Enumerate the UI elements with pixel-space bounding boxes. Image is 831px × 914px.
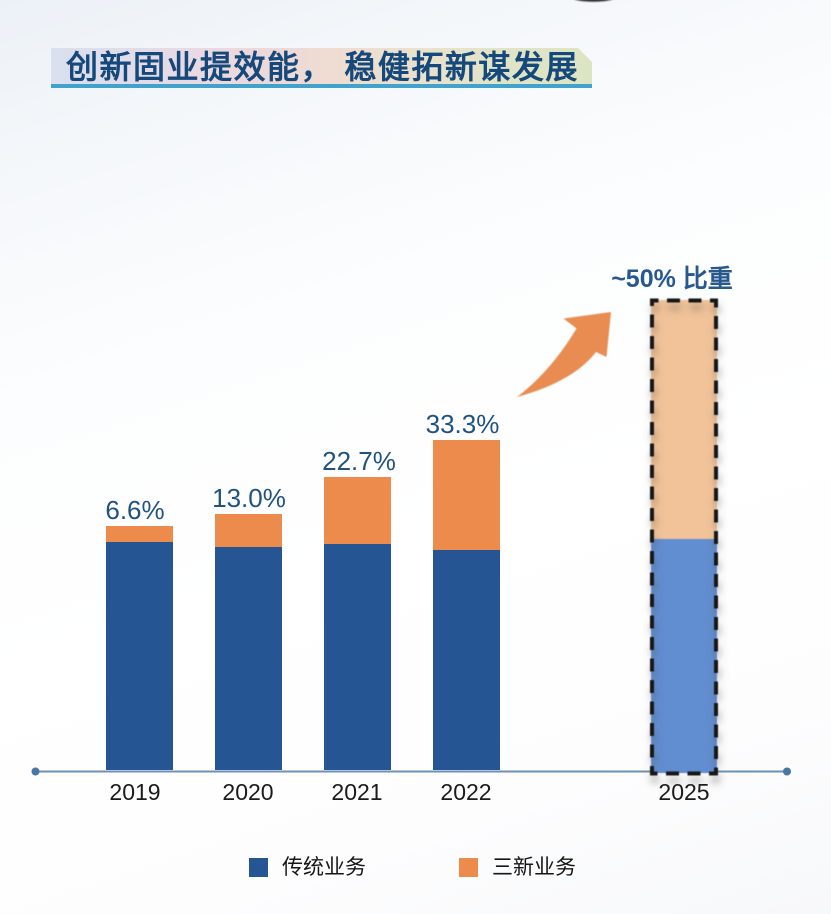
- year-label-2020: 2020: [222, 779, 274, 805]
- bar-2021-segment-traditional: [323, 543, 391, 770]
- bar-2022: [432, 440, 500, 770]
- value-label-2022: 33.3%: [425, 409, 500, 439]
- title-banner: [51, 48, 592, 84]
- legend-label-traditional: 传统业务: [282, 856, 366, 879]
- bar-2022-segment-traditional: [432, 549, 500, 770]
- bar-2020-segment-traditional: [214, 547, 282, 770]
- legend-label-new: 三新业务: [492, 856, 576, 879]
- legend-item-traditional: 传统业务: [249, 856, 366, 879]
- slide-title: 创新固业提效能， 稳健拓新谋发展: [66, 49, 579, 85]
- legend-swatch-traditional: [249, 858, 268, 877]
- bar-2019-segment-traditional: [105, 542, 173, 770]
- bar-2019: [105, 526, 173, 770]
- year-label-2019: 2019: [109, 779, 161, 805]
- bar-2025-segment-traditional: [650, 539, 718, 773]
- top-arc-decoration: [576, 0, 611, 2]
- value-label-2021: 22.7%: [322, 446, 396, 476]
- bar-2022-segment-new: [432, 440, 500, 550]
- growth-arrow-icon: [517, 312, 611, 397]
- annotation-50pct: ~50% 比重: [611, 265, 733, 293]
- bar-2025-segment-new: [650, 300, 718, 539]
- bar-2020-segment-new: [214, 514, 282, 548]
- value-label-2020: 13.0%: [212, 483, 286, 513]
- x-axis-right-dot: [783, 767, 791, 776]
- year-label-2025: 2025: [658, 779, 710, 805]
- year-label-2021: 2021: [331, 779, 383, 805]
- bar-2021-segment-new: [323, 477, 391, 544]
- year-label-2022: 2022: [440, 779, 492, 805]
- bar-2020: [214, 514, 282, 770]
- legend-swatch-new: [459, 858, 478, 877]
- value-label-2019: 6.6%: [105, 495, 165, 525]
- bar-2021: [323, 477, 391, 770]
- x-axis-left-dot: [31, 767, 40, 776]
- legend-item-new: 三新业务: [459, 856, 576, 879]
- bar-2025: [650, 300, 718, 773]
- bar-2019-segment-new: [105, 526, 173, 543]
- title-underline: [51, 84, 592, 88]
